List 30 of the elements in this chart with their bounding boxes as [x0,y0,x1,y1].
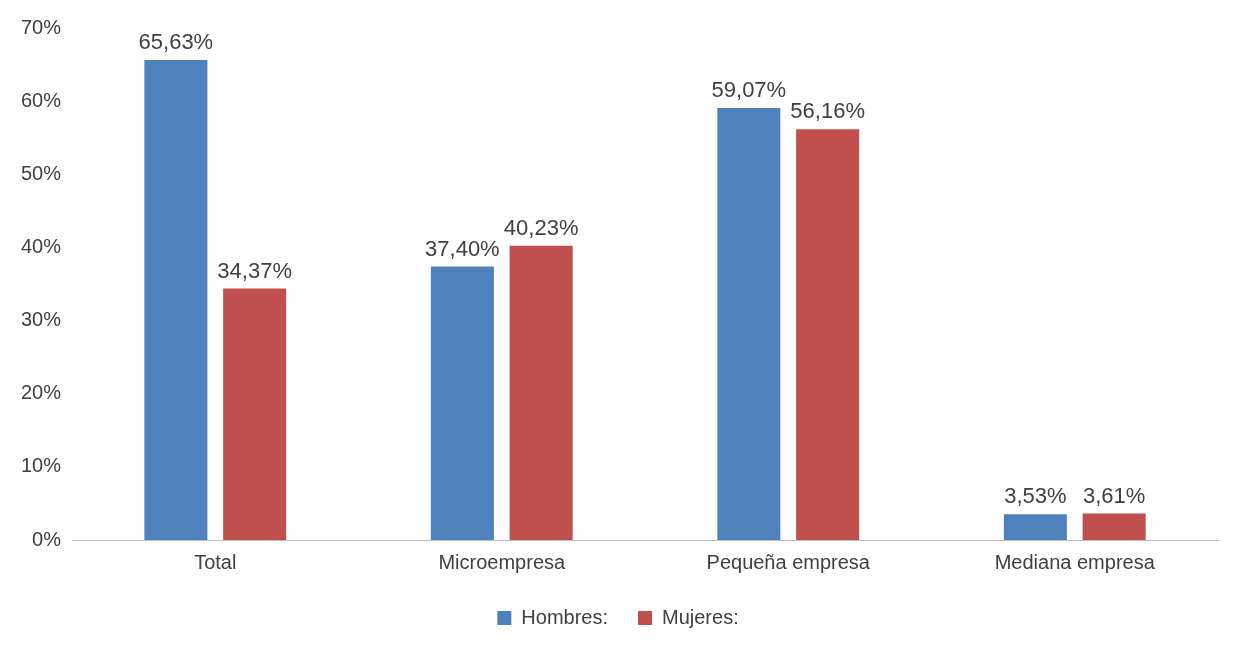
data-label: 3,61% [1082,482,1146,508]
y-tick-label: 0% [32,527,62,550]
data-label: 34,37% [217,257,292,283]
data-label: 59,07% [711,77,787,103]
y-tick-label: 70% [21,15,62,38]
legend-label: Hombres: [521,605,609,628]
y-tick-label: 60% [21,88,62,111]
bar [430,266,494,540]
y-tick-label: 10% [21,454,62,477]
x-tick-label: Mediana empresa [994,550,1156,573]
y-tick-label: 50% [21,161,62,184]
data-label: 3,53% [1004,483,1067,509]
bar [1082,513,1146,540]
bar [144,59,208,540]
legend-label: Mujeres: [662,605,739,628]
x-tick-label: Total [194,550,237,573]
y-tick-label: 40% [21,234,62,257]
y-tick-label: 30% [21,308,62,331]
bar [509,245,573,540]
bar [223,288,287,540]
bar [717,107,781,540]
bar [1003,514,1067,540]
data-label: 37,40% [425,235,500,261]
data-label: 65,63% [138,29,214,55]
data-label: 40,23% [503,214,579,240]
x-tick-label: Pequeña empresa [706,550,871,573]
bar [796,129,860,540]
y-tick-label: 20% [21,381,62,404]
x-tick-label: Microempresa [438,550,566,573]
data-label: 56,16% [790,98,865,124]
